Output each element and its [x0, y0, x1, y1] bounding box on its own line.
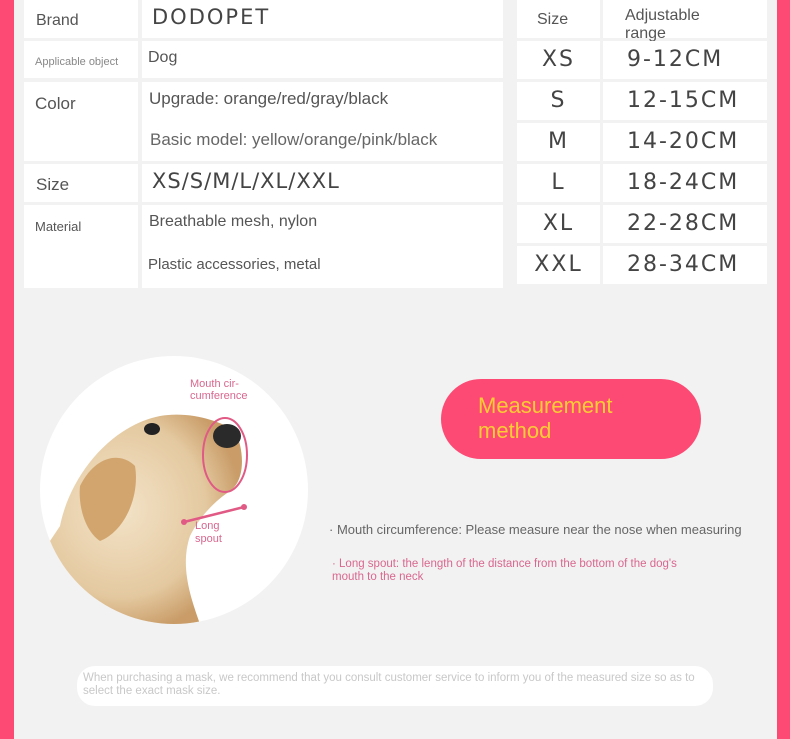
size-cell: XXL — [517, 246, 600, 284]
color-basic: Basic model: yellow/orange/pink/black — [150, 130, 438, 149]
right-accent-border — [777, 0, 790, 739]
size-cell: M — [517, 123, 600, 161]
measurement-markers — [181, 417, 248, 525]
size-cell: XL — [517, 205, 600, 243]
value-material: Breathable mesh, nylon Plastic accessori… — [142, 205, 503, 288]
range-cell: 9-12CM — [603, 41, 767, 79]
range-cell: 12-15CM — [603, 82, 767, 120]
label-applicable-object: Applicable object — [24, 41, 138, 78]
long-spout-note: · Long spout: the length of the distance… — [332, 558, 677, 583]
value-applicable-object: Dog — [142, 41, 503, 78]
long-spout-label: Long spout — [195, 520, 222, 545]
color-upgrade: Upgrade: orange/red/gray/black — [149, 89, 389, 108]
size-header: Size — [517, 0, 600, 38]
material-1: Breathable mesh, nylon — [149, 213, 318, 230]
value-color: Upgrade: orange/red/gray/black Basic mod… — [142, 82, 503, 161]
dog-illustration — [40, 414, 242, 624]
measurement-method-banner: Measurement method — [441, 379, 701, 459]
dog-measurement-photo: Mouth cir- cumference Long spout — [40, 356, 308, 624]
size-cell: L — [517, 164, 600, 202]
purchase-advice-note: When purchasing a mask, we recommend tha… — [77, 666, 713, 706]
label-brand: Brand — [24, 0, 138, 38]
label-size: Size — [24, 164, 138, 202]
label-color: Color — [24, 82, 138, 161]
value-size: XS/S/M/L/XL/XXL — [142, 164, 503, 202]
value-brand: DODOPET — [142, 0, 503, 38]
range-cell: 18-24CM — [603, 164, 767, 202]
range-cell: 22-28CM — [603, 205, 767, 243]
mouth-circumference-note: · Mouth circumference: Please measure ne… — [329, 522, 742, 537]
label-material: Material — [24, 205, 138, 288]
measurement-method-title: Measurement method — [478, 393, 613, 443]
left-accent-border — [0, 0, 14, 739]
range-header: Adjustable range — [603, 0, 767, 42]
range-cell: 14-20CM — [603, 123, 767, 161]
size-cell: S — [517, 82, 600, 120]
range-cell: 28-34CM — [603, 246, 767, 284]
mouth-circumference-label: Mouth cir- cumference — [190, 378, 248, 402]
material-2: Plastic accessories, metal — [148, 256, 321, 273]
size-cell: XS — [517, 41, 600, 79]
